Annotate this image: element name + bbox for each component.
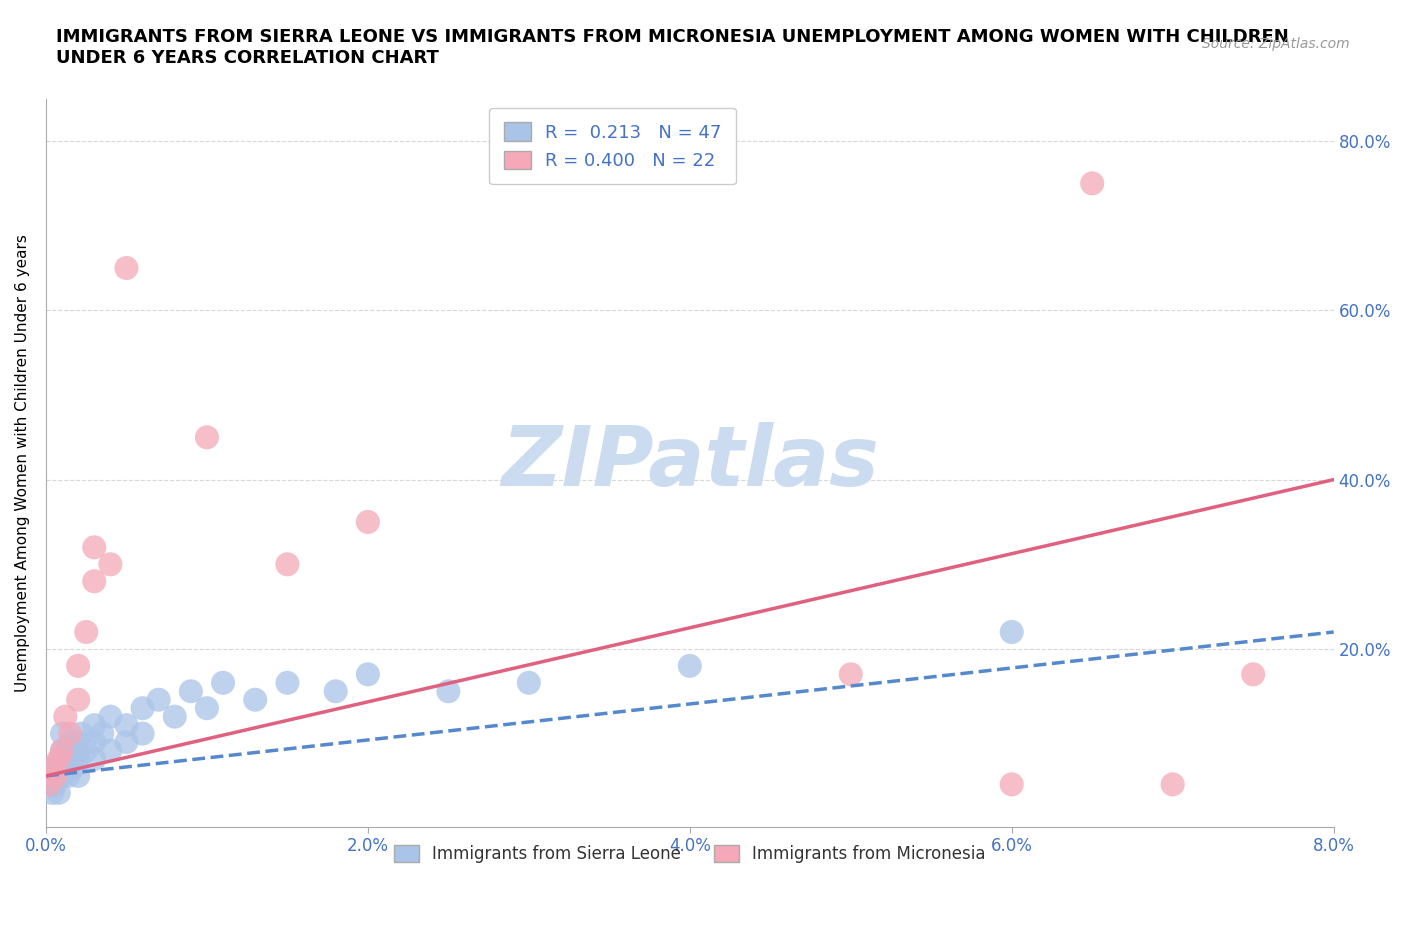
Point — [83, 574, 105, 589]
Point — [45, 768, 67, 783]
Point — [67, 751, 90, 766]
Point — [163, 710, 186, 724]
Point — [357, 514, 380, 529]
Point — [48, 786, 70, 801]
Point — [131, 726, 153, 741]
Point — [38, 777, 60, 791]
Point — [59, 726, 82, 741]
Point — [67, 735, 90, 750]
Point — [1241, 667, 1264, 682]
Point — [1001, 625, 1024, 640]
Point — [83, 735, 105, 750]
Y-axis label: Unemployment Among Women with Children Under 6 years: Unemployment Among Women with Children U… — [15, 233, 30, 692]
Point — [53, 710, 76, 724]
Point — [83, 751, 105, 766]
Point — [60, 751, 83, 766]
Point — [41, 786, 63, 801]
Point — [53, 760, 76, 775]
Point — [1001, 777, 1024, 791]
Point — [357, 667, 380, 682]
Point — [195, 700, 218, 715]
Point — [325, 684, 347, 698]
Point — [1081, 176, 1104, 191]
Text: IMMIGRANTS FROM SIERRA LEONE VS IMMIGRANTS FROM MICRONESIA UNEMPLOYMENT AMONG WO: IMMIGRANTS FROM SIERRA LEONE VS IMMIGRAN… — [56, 28, 1289, 67]
Point — [58, 768, 80, 783]
Point — [212, 675, 235, 690]
Point — [276, 557, 298, 572]
Point — [46, 768, 69, 783]
Point — [39, 768, 62, 783]
Point — [56, 743, 79, 758]
Text: ZIPatlas: ZIPatlas — [501, 422, 879, 503]
Point — [115, 735, 138, 750]
Point — [98, 743, 121, 758]
Point — [83, 718, 105, 733]
Point — [679, 658, 702, 673]
Point — [59, 735, 82, 750]
Point — [245, 692, 267, 707]
Point — [67, 692, 90, 707]
Point — [1161, 777, 1184, 791]
Point — [276, 675, 298, 690]
Point — [51, 726, 73, 741]
Point — [180, 684, 202, 698]
Point — [517, 675, 540, 690]
Point — [148, 692, 170, 707]
Point — [115, 718, 138, 733]
Point — [48, 751, 70, 766]
Point — [83, 540, 105, 555]
Point — [38, 777, 60, 791]
Point — [42, 760, 65, 775]
Point — [437, 684, 460, 698]
Legend: Immigrants from Sierra Leone, Immigrants from Micronesia: Immigrants from Sierra Leone, Immigrants… — [387, 838, 993, 870]
Point — [41, 760, 63, 775]
Point — [62, 760, 84, 775]
Point — [67, 768, 90, 783]
Point — [91, 726, 114, 741]
Point — [51, 743, 73, 758]
Point — [51, 743, 73, 758]
Point — [45, 777, 67, 791]
Point — [98, 710, 121, 724]
Point — [49, 751, 72, 766]
Text: Source: ZipAtlas.com: Source: ZipAtlas.com — [1202, 37, 1350, 51]
Point — [67, 658, 90, 673]
Point — [51, 768, 73, 783]
Point — [131, 700, 153, 715]
Point — [75, 743, 97, 758]
Point — [75, 625, 97, 640]
Point — [51, 751, 73, 766]
Point — [115, 260, 138, 275]
Point — [839, 667, 862, 682]
Point — [63, 743, 86, 758]
Point — [195, 430, 218, 445]
Point — [70, 726, 93, 741]
Point — [98, 557, 121, 572]
